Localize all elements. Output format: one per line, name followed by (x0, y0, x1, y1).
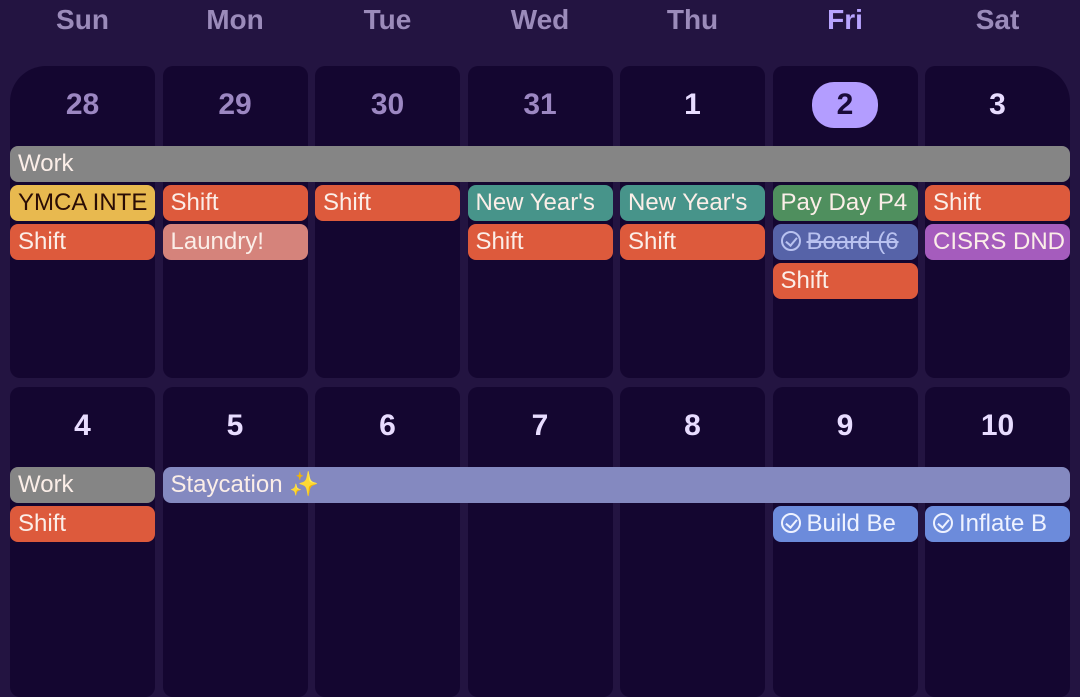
day-cell[interactable] (925, 387, 1070, 697)
event-title: Shift (18, 510, 67, 537)
date-label: 3 (989, 88, 1006, 121)
event-title: Staycation ✨ (170, 471, 320, 498)
weekday-header: Tue (363, 4, 412, 35)
event-title: Shift (323, 189, 372, 216)
day-cell[interactable] (467, 66, 613, 378)
event-chip[interactable]: Laundry! (162, 224, 308, 260)
task-chip[interactable]: Build Be (772, 506, 918, 542)
date-label: 2 (812, 82, 878, 128)
event-title: Shift (475, 228, 524, 255)
check-circle-icon (933, 513, 953, 533)
day-cell[interactable] (162, 66, 308, 378)
weekday-header: Wed (510, 4, 570, 35)
event-chip[interactable]: Shift (467, 224, 613, 260)
date-label: 30 (370, 88, 405, 121)
date-number[interactable]: 7 (468, 403, 613, 449)
event-title: Pay Day P4 (780, 189, 908, 216)
event-chip[interactable]: CISRS DND (925, 224, 1070, 260)
weekday-header: Thu (666, 4, 719, 35)
date-number[interactable]: 3 (925, 82, 1070, 128)
event-title: Shift (18, 228, 67, 255)
date-label: 31 (523, 88, 557, 121)
event-chip[interactable]: Shift (772, 263, 918, 299)
date-label: 29 (218, 88, 252, 121)
date-number[interactable]: 1 (620, 82, 765, 128)
event-chip[interactable]: YMCA INTE (10, 185, 155, 221)
date-number[interactable]: 8 (620, 403, 765, 449)
event-chip[interactable]: Shift (925, 185, 1070, 221)
date-number[interactable]: 28 (10, 82, 155, 128)
date-number[interactable]: 30 (315, 82, 460, 128)
day-cell[interactable] (162, 387, 308, 697)
event-title: Shift (780, 267, 829, 294)
event-title: Inflate B (959, 510, 1048, 537)
event-title: Shift (628, 228, 677, 255)
weekday-header: Fri (827, 4, 863, 35)
task-chip[interactable]: Inflate B (925, 506, 1070, 542)
date-label: 4 (74, 409, 91, 442)
weekday-header: Mon (206, 4, 264, 35)
event-title: Laundry! (170, 228, 264, 255)
date-label: 1 (684, 88, 701, 121)
event-title: New Year's (628, 189, 748, 216)
check-circle-icon (780, 231, 801, 251)
task-chip[interactable]: Board (6 (772, 224, 918, 260)
date-number[interactable]: 6 (315, 403, 460, 449)
day-cell[interactable] (772, 387, 918, 697)
event-chip[interactable]: New Year's (467, 185, 613, 221)
today-date[interactable]: 2 (773, 82, 918, 128)
day-cell[interactable] (10, 66, 155, 378)
date-label: 10 (980, 409, 1015, 442)
date-label: 5 (226, 409, 244, 442)
day-cell[interactable] (620, 387, 765, 697)
event-title: Shift (933, 189, 982, 216)
check-circle-icon (780, 513, 801, 533)
day-cell[interactable] (925, 66, 1070, 378)
day-cell[interactable] (467, 387, 613, 697)
event-chip[interactable]: Shift (10, 506, 155, 542)
event-title: CISRS DND (933, 228, 1066, 255)
event-title: Board (6 (806, 228, 899, 255)
date-label: 7 (531, 409, 549, 442)
event-title: Work (18, 471, 74, 498)
event-chip[interactable]: Work (10, 146, 1070, 182)
event-title: YMCA INTE (18, 189, 148, 216)
date-label: 6 (379, 409, 396, 442)
event-title: New Year's (475, 189, 595, 216)
event-chip[interactable]: Staycation ✨ (162, 467, 1070, 503)
date-number[interactable]: 4 (10, 403, 155, 449)
event-chip[interactable]: Work (10, 467, 155, 503)
day-cell[interactable] (10, 387, 155, 697)
day-cell[interactable] (315, 387, 460, 697)
date-label: 8 (684, 409, 701, 442)
day-cell[interactable] (620, 66, 765, 378)
event-title: Work (18, 150, 74, 177)
event-chip[interactable]: Pay Day P4 (772, 185, 918, 221)
date-number[interactable]: 9 (773, 403, 918, 449)
date-number[interactable]: 31 (468, 82, 613, 128)
day-cell[interactable] (315, 66, 460, 378)
date-label: 9 (836, 409, 854, 442)
date-number[interactable]: 5 (163, 403, 308, 449)
date-number[interactable]: 29 (163, 82, 308, 128)
event-chip[interactable]: New Year's (620, 185, 765, 221)
date-number[interactable]: 10 (925, 403, 1070, 449)
event-chip[interactable]: Shift (162, 185, 308, 221)
date-label: 28 (65, 88, 100, 121)
event-title: Shift (170, 189, 219, 216)
event-title: Build Be (806, 510, 896, 537)
event-chip[interactable]: Shift (620, 224, 765, 260)
weekday-header: Sat (975, 4, 1020, 35)
event-chip[interactable]: Shift (315, 185, 460, 221)
weekday-header: Sun (56, 4, 109, 35)
event-chip[interactable]: Shift (10, 224, 155, 260)
